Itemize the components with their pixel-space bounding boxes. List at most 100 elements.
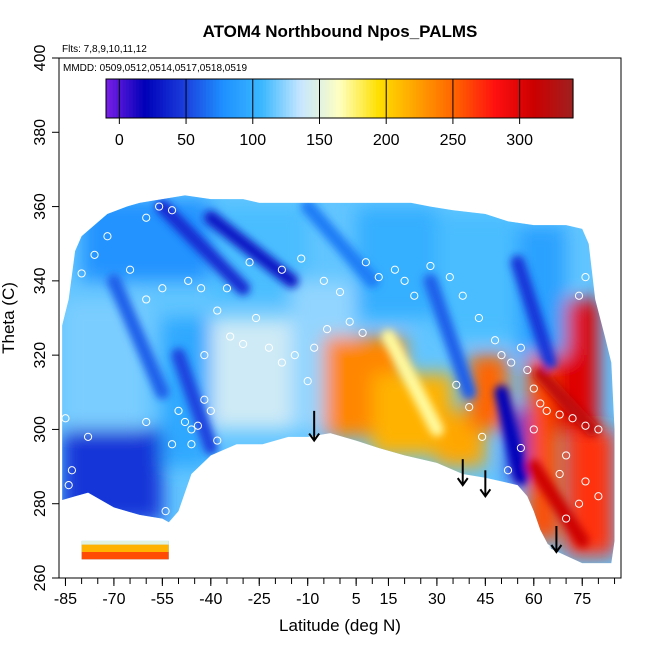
observation-point (542, 544, 551, 553)
colorbar-segment (239, 79, 244, 118)
observation-point (142, 417, 151, 427)
x-tick-label: -85 (54, 591, 77, 608)
colorbar-segment (132, 79, 137, 118)
arrow-marker (479, 470, 492, 499)
colorbar-segment (439, 79, 444, 118)
colorbar-segment (152, 79, 157, 118)
colorbar-segment (279, 79, 284, 118)
colorbar-segment (306, 79, 311, 118)
observation-point (184, 276, 193, 285)
colorbar-segment (472, 79, 477, 118)
colorbar-segment (139, 79, 144, 118)
observation-point (161, 507, 170, 516)
colorbar-segment (389, 79, 394, 118)
arrow-marker (308, 410, 320, 443)
colorbar-segment (512, 79, 517, 118)
field-block (62, 429, 163, 523)
observation-point (474, 313, 483, 323)
x-tick-label: 45 (476, 591, 494, 608)
colorbar-segment (166, 79, 170, 118)
colorbar-segment (366, 79, 371, 118)
observation-point (581, 477, 590, 486)
colorbar-segment (409, 79, 414, 118)
colorbar-segment (292, 79, 297, 118)
colorbar-segment (522, 79, 527, 118)
colorbar-segment (242, 79, 247, 118)
tropopause-arrows (308, 410, 563, 554)
low-strip-band (81, 539, 169, 545)
colorbar-segment (379, 79, 384, 118)
colorbar-segment (542, 79, 547, 118)
observation-point (193, 421, 202, 430)
x-tick-label: -10 (296, 591, 319, 608)
colorbar-segment (506, 79, 511, 118)
colorbar-segment (489, 79, 494, 118)
observation-point (374, 273, 383, 282)
colorbar-segment (479, 79, 484, 118)
colorbar-segment (469, 79, 474, 118)
colorbar-segment (352, 79, 357, 118)
colorbar-segment (316, 79, 321, 118)
colorbar-segment (369, 79, 374, 118)
colorbar-segment (192, 79, 197, 118)
colorbar-segment (322, 79, 327, 118)
colorbar-segment (332, 79, 337, 118)
colorbar-segment (206, 79, 211, 118)
x-tick-label: -55 (151, 591, 174, 608)
observation-point (77, 269, 86, 278)
colorbar-segment (336, 79, 341, 118)
observation-point (542, 406, 551, 415)
observation-point (594, 425, 603, 434)
observation-point (600, 239, 609, 248)
observation-point (290, 351, 299, 360)
flights-label: Flts: 7,8,9,10,11,12 (62, 44, 147, 55)
observation-point (167, 440, 177, 449)
colorbar-segment (552, 79, 557, 118)
observation-point (345, 317, 354, 326)
x-tick-label: 60 (525, 591, 543, 608)
observation-point (410, 291, 419, 300)
colorbar-segment (236, 79, 241, 118)
colorbar-segment (252, 79, 257, 118)
observation-point (167, 206, 177, 215)
colorbar-segment (262, 79, 267, 118)
colorbar-segment (169, 79, 174, 118)
observation-point (197, 284, 206, 293)
colorbar-segment (539, 79, 544, 118)
observation-point (452, 380, 461, 389)
colorbar-segment (339, 79, 344, 118)
colorbar-segment (246, 79, 251, 118)
x-tick-label: 30 (428, 591, 446, 608)
colorbar-tick-label: 50 (177, 132, 195, 149)
colorbar-tick-label: 100 (239, 132, 266, 149)
colorbar-segment (229, 79, 234, 118)
colorbar-tick-label: 300 (506, 132, 533, 149)
observation-point (200, 351, 209, 360)
colorbar-segment (232, 79, 237, 118)
colorbar-segment (566, 79, 571, 118)
colorbar-tick-label: 250 (440, 132, 467, 149)
colorbar-segment (429, 79, 434, 118)
colorbar-segment (256, 79, 261, 118)
observation-point (581, 273, 590, 282)
observation-point (458, 291, 467, 300)
observation-point (445, 273, 454, 282)
x-axis: -85 -70 -55 -40 -25 -10 5 15 30 45 60 75 (54, 578, 616, 608)
colorbar-segment (136, 79, 140, 118)
colorbar-segment (109, 79, 114, 118)
observation-point (303, 377, 312, 386)
colorbar-segment (116, 79, 120, 118)
colorbar-segment (426, 79, 431, 118)
x-tick-label: -40 (199, 591, 222, 608)
colorbar-segment (446, 79, 451, 118)
colorbar-segment (199, 79, 204, 118)
colorbar-tick-label: 0 (115, 132, 124, 149)
observation-point (90, 250, 99, 259)
observation-point (142, 295, 151, 304)
colorbar-segment (392, 79, 397, 118)
colorbar-segment (496, 79, 501, 118)
observation-point (83, 432, 93, 441)
y-tick-label: 280 (32, 490, 49, 517)
colorbar-segment (402, 79, 407, 118)
